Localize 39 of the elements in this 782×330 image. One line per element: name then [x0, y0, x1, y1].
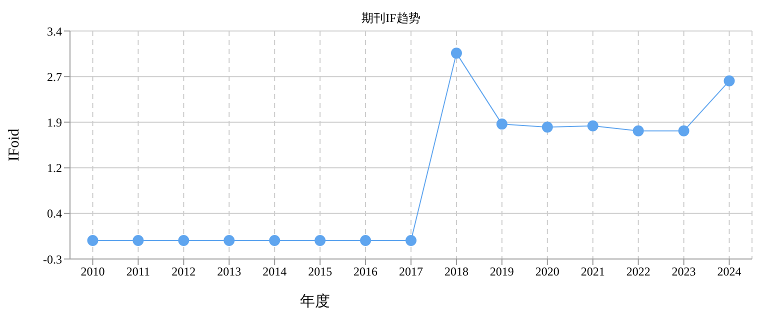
point: [632, 125, 644, 136]
x-tick-label: 2011: [126, 264, 150, 279]
point: [87, 235, 98, 246]
x-tick-label: 2012: [172, 264, 196, 279]
y-tick-label: 1.9: [47, 115, 62, 130]
x-tick-label: 2016: [354, 264, 378, 279]
point: [132, 235, 144, 246]
x-tick-label: 2017: [399, 264, 423, 279]
point: [314, 235, 326, 246]
point: [542, 122, 553, 133]
y-tick-label: 1.2: [47, 161, 62, 176]
point: [178, 235, 190, 246]
x-axis-title: 年度: [300, 293, 330, 310]
point: [496, 118, 508, 130]
point: [724, 75, 735, 86]
x-tick-label: 2022: [626, 264, 650, 279]
x-tick-label: 2015: [308, 264, 332, 279]
point: [269, 235, 280, 246]
y-axis-title: IFoid: [6, 128, 22, 162]
chart-title: 期刊IF趋势: [362, 11, 420, 25]
point: [587, 120, 598, 132]
y-tick-label: 3.4: [47, 24, 62, 38]
y-tick-label: -0.3: [43, 252, 62, 266]
x-tick-label: 2010: [80, 264, 105, 279]
point: [450, 48, 462, 59]
y-tick-label: 2.7: [47, 70, 62, 84]
point: [678, 125, 690, 136]
point: [406, 235, 416, 246]
x-tick-label: 2019: [490, 264, 514, 279]
x-tick-label: 2021: [580, 264, 605, 279]
x-tick-label: 2013: [217, 264, 242, 279]
x-tick-label: 2024: [717, 264, 742, 279]
point: [224, 235, 235, 246]
x-tick-label: 2023: [672, 264, 696, 279]
y-tick-label: 0.4: [47, 206, 62, 221]
x-tick-label: 2014: [262, 264, 287, 279]
x-tick-label: 2018: [444, 264, 468, 279]
x-tick-label: 2020: [535, 264, 560, 279]
point: [360, 235, 372, 246]
